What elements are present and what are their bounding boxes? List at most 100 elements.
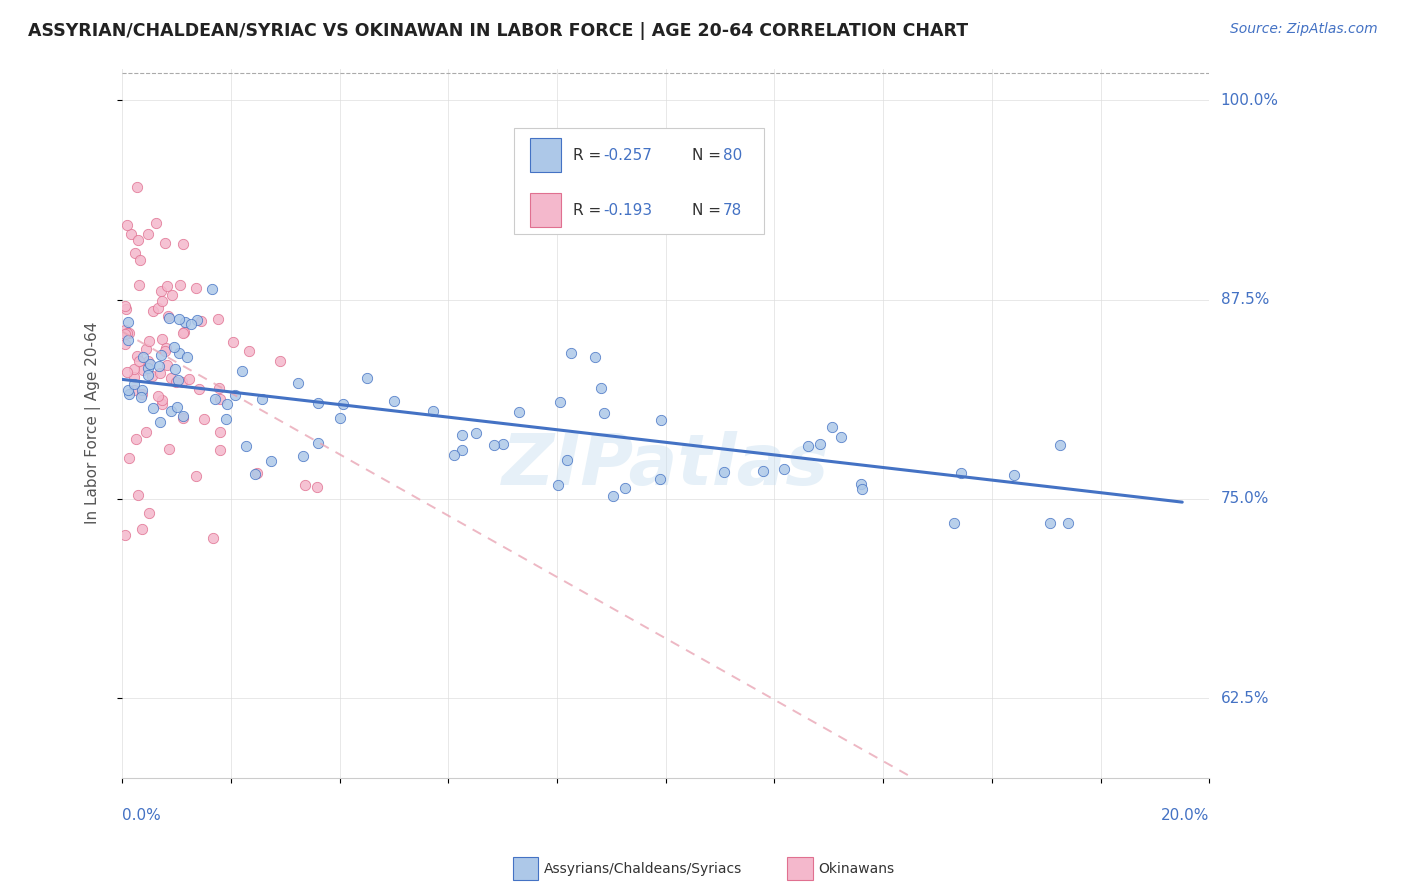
Point <box>131 387 153 401</box>
Point <box>204 392 226 406</box>
Point <box>136 360 159 375</box>
Point <box>156 309 179 323</box>
Point <box>115 218 138 232</box>
Point <box>150 293 173 308</box>
Point <box>149 366 172 380</box>
Point <box>129 390 152 404</box>
Point <box>132 362 155 376</box>
Point <box>614 481 637 495</box>
Point <box>149 416 172 430</box>
Point <box>155 343 177 358</box>
Point <box>139 357 162 371</box>
Point <box>166 400 188 414</box>
Point <box>165 361 187 376</box>
Point <box>1057 516 1080 530</box>
Point <box>602 489 624 503</box>
Point <box>332 397 354 411</box>
Point <box>150 392 173 407</box>
Point <box>830 430 852 444</box>
Point <box>246 466 269 480</box>
Point <box>122 370 145 384</box>
Point <box>155 235 177 250</box>
Point <box>162 288 184 302</box>
Point <box>118 326 141 341</box>
Point <box>159 371 181 385</box>
Point <box>150 332 173 346</box>
Point <box>114 337 136 351</box>
Point <box>548 394 571 409</box>
Text: 20.0%: 20.0% <box>1161 808 1209 823</box>
Point <box>114 528 136 542</box>
Point <box>450 443 472 458</box>
Point <box>117 386 139 401</box>
Point <box>165 375 187 389</box>
Point <box>238 344 260 359</box>
Point <box>482 438 505 452</box>
Point <box>222 335 245 350</box>
Point <box>156 278 179 293</box>
Point <box>117 315 139 329</box>
Point <box>172 326 194 340</box>
Point <box>307 395 329 409</box>
Point <box>131 384 153 398</box>
Point <box>186 281 208 295</box>
Y-axis label: In Labor Force | Age 20-64: In Labor Force | Age 20-64 <box>86 322 101 524</box>
Point <box>492 437 515 451</box>
Point <box>141 369 163 384</box>
Point <box>146 389 169 403</box>
Point <box>114 327 136 342</box>
Point <box>305 480 328 494</box>
Point <box>949 466 972 480</box>
Point <box>142 303 165 318</box>
Point <box>180 317 202 331</box>
Point <box>593 406 616 420</box>
Point <box>135 425 157 440</box>
Point <box>224 388 246 402</box>
Point <box>114 323 136 337</box>
Point <box>508 405 530 419</box>
Point <box>117 383 139 397</box>
Point <box>208 381 231 395</box>
Text: ZIPatlas: ZIPatlas <box>502 432 830 500</box>
Text: -0.193: -0.193 <box>603 202 652 218</box>
Point <box>231 364 253 378</box>
Point <box>135 343 157 357</box>
Point <box>156 358 179 372</box>
Point <box>162 340 184 354</box>
Point <box>583 351 606 365</box>
Point <box>117 365 139 379</box>
Text: 80: 80 <box>723 148 742 163</box>
Point <box>118 451 141 466</box>
Text: N =: N = <box>692 148 725 163</box>
Point <box>150 348 173 362</box>
Point <box>142 401 165 416</box>
Point <box>193 411 215 425</box>
Point <box>186 312 208 326</box>
Point <box>125 180 148 194</box>
Point <box>174 316 197 330</box>
Text: 78: 78 <box>723 202 742 218</box>
Point <box>214 412 236 426</box>
Point <box>943 516 966 530</box>
Point <box>451 428 474 442</box>
Point <box>128 278 150 293</box>
Point <box>215 397 238 411</box>
Point <box>307 436 329 450</box>
Point <box>201 282 224 296</box>
Point <box>148 359 170 374</box>
Text: N =: N = <box>692 202 725 218</box>
Point <box>138 368 160 383</box>
Text: R =: R = <box>572 148 606 163</box>
Point <box>157 442 180 456</box>
Point <box>821 419 844 434</box>
Point <box>124 362 146 376</box>
Point <box>808 437 831 451</box>
Point <box>172 409 194 424</box>
Text: 100.0%: 100.0% <box>1220 93 1278 108</box>
Point <box>138 334 160 348</box>
Text: -0.257: -0.257 <box>603 148 652 163</box>
Point <box>209 425 232 440</box>
Point <box>136 354 159 368</box>
Point <box>752 464 775 478</box>
Point <box>173 325 195 339</box>
